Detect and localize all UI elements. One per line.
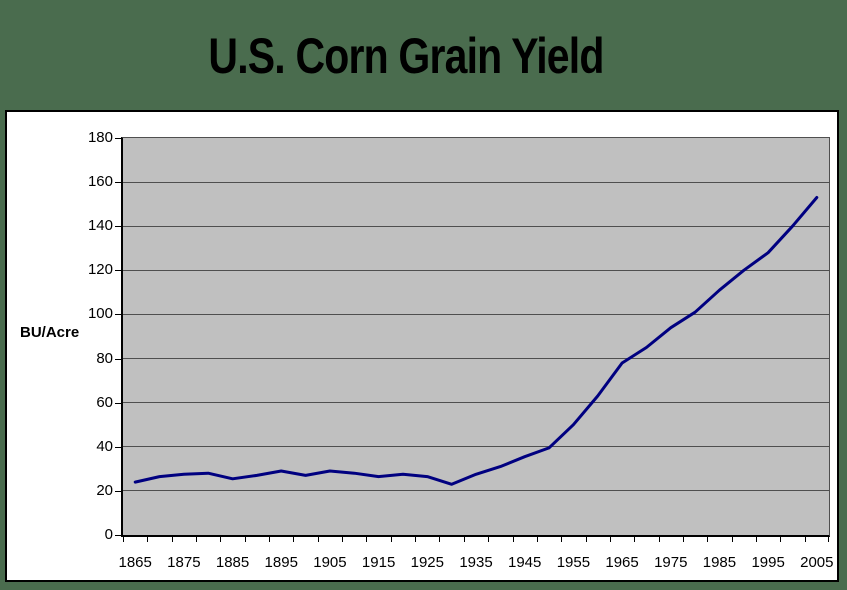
x-axis-tick (390, 537, 392, 542)
x-axis-tick (682, 537, 684, 542)
x-axis-tick (780, 537, 782, 542)
chart-frame: BU/Acre 0 20 40 60 80 100 120 140 160 180 1865 1875… (5, 110, 839, 582)
x-axis-tick (196, 537, 198, 542)
gridline (123, 446, 829, 448)
gridline (123, 225, 829, 227)
y-axis-tick (115, 402, 121, 404)
x-axis-tick-label: 1955 (556, 554, 591, 571)
x-axis-tick (755, 537, 757, 542)
x-axis-tick (634, 537, 636, 542)
y-axis-tick-label: 100 (87, 305, 113, 323)
y-axis-tick (115, 358, 121, 360)
y-axis-tick-label: 0 (104, 526, 113, 543)
y-axis-tick-label: 120 (87, 261, 113, 279)
x-axis-tick (585, 537, 587, 542)
chart-title: U.S. Corn Grain Yield (208, 28, 604, 84)
y-axis-tick-label: 180 (87, 129, 113, 146)
x-axis-tick (171, 537, 173, 542)
yield-line-series (133, 196, 819, 486)
x-axis-tick (731, 537, 733, 542)
x-axis-tick (342, 537, 344, 542)
x-axis-tick-label: 1915 (361, 554, 396, 571)
x-axis-tick-label: 2005 (800, 554, 834, 571)
x-axis-tick-label: 1975 (654, 554, 688, 571)
y-axis-tick (115, 182, 121, 184)
x-axis-tick (317, 537, 319, 542)
x-axis-tick (123, 537, 124, 542)
y-axis-tick-label: 20 (96, 481, 113, 499)
y-axis-tick-label: 60 (96, 393, 113, 411)
x-axis-tick (658, 537, 660, 542)
gridline (123, 402, 829, 404)
y-axis-tick-label: 40 (96, 437, 113, 455)
x-axis-tick (609, 537, 611, 542)
x-axis-tick-label: 1995 (751, 554, 785, 571)
y-axis-tick-label: 140 (87, 217, 113, 235)
x-axis-tick (536, 537, 538, 542)
x-axis-tick (244, 537, 246, 542)
x-axis-tick (439, 537, 441, 542)
x-axis-tick (463, 537, 465, 542)
x-axis-tick-label: 1885 (215, 554, 250, 571)
x-axis-tick (512, 537, 514, 542)
x-axis-tick (366, 537, 368, 542)
x-axis-tick (220, 537, 222, 542)
x-axis-tick (147, 537, 149, 542)
x-axis-tick (828, 537, 829, 542)
x-axis-tick (707, 537, 709, 542)
gridline (123, 358, 829, 360)
x-axis-tick-label: 1925 (410, 554, 444, 571)
y-axis-tick (115, 270, 121, 272)
x-axis-tick-label: 1985 (702, 554, 737, 571)
y-axis-tick-label: 160 (87, 173, 113, 191)
gridline (123, 269, 829, 271)
x-axis-tick (415, 537, 417, 542)
x-axis-tick (269, 537, 271, 542)
gridline (123, 181, 829, 183)
y-axis-tick (115, 535, 121, 536)
yield-line-chart (133, 196, 819, 486)
gridline (123, 490, 829, 492)
plot-area (121, 137, 830, 537)
y-axis-title: BU/Acre (20, 324, 80, 341)
x-axis-tick (293, 537, 295, 542)
x-axis-tick-label: 1935 (459, 554, 493, 571)
y-axis-tick-label: 80 (96, 349, 113, 367)
x-axis-tick (488, 537, 490, 542)
x-axis-tick-label: 1965 (605, 554, 639, 571)
x-axis-tick (561, 537, 563, 542)
x-axis-tick-label: 1865 (118, 554, 152, 571)
x-axis-tick-label: 1945 (508, 554, 542, 571)
y-axis-tick (115, 490, 121, 492)
x-axis-tick-label: 1875 (167, 554, 201, 571)
gridline (123, 313, 829, 315)
x-axis-tick-label: 1905 (313, 554, 347, 571)
y-axis-tick (115, 138, 121, 139)
x-axis-tick-label: 1895 (264, 554, 298, 571)
y-axis-tick (115, 446, 121, 448)
y-axis-tick (115, 314, 121, 316)
x-axis-tick (804, 537, 806, 542)
y-axis-tick (115, 226, 121, 228)
